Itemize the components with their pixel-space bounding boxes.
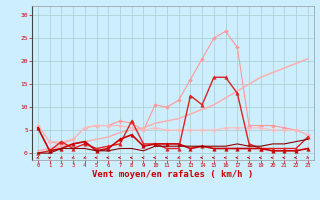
X-axis label: Vent moyen/en rafales ( km/h ): Vent moyen/en rafales ( km/h ) [92,170,253,179]
